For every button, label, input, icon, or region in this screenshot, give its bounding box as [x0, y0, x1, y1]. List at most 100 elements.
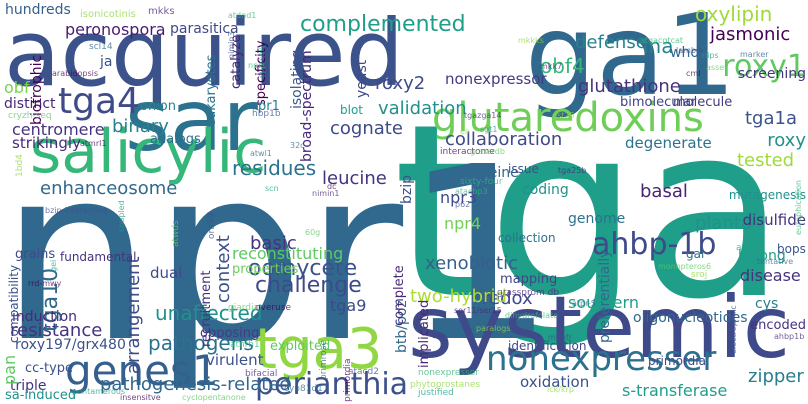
word-roxy: roxy — [767, 130, 806, 151]
word-screening: screening — [737, 66, 806, 82]
minor-word-interactome: interactome — [440, 147, 495, 157]
minor-word-cyclopentanone: cyclopentanone — [182, 393, 246, 402]
word-oligonucleotides: oligonucleotides — [633, 310, 748, 326]
word-pan: pan — [0, 354, 19, 386]
minor-word-gei: gei — [49, 259, 58, 273]
minor-word-scl14: scl14 — [89, 42, 113, 52]
word-hundreds: hundreds — [5, 2, 71, 18]
word-unaffected: unaffected — [155, 301, 263, 325]
word-ga1: ga1 — [525, 0, 736, 121]
word-leucine: leucine — [322, 168, 387, 189]
word-planta: planta — [695, 213, 752, 234]
minor-word-dc: dc — [327, 182, 337, 191]
word-resistance: resistance — [10, 320, 103, 341]
word-sar: sar — [125, 71, 258, 171]
minor-word-grassprom-db: grassprom db — [497, 288, 560, 298]
word-obf4: obf4 — [540, 54, 585, 78]
minor-word-cryzh-seq: cryzh-seq — [8, 111, 52, 121]
minor-word-coupled: coupled — [117, 200, 126, 232]
word-analogs: analogs — [150, 132, 201, 147]
word-xenobiotic: xenobiotic — [425, 253, 518, 274]
word-two-hybrid: two-hybrid — [410, 286, 507, 307]
word-challenge: challenge — [255, 273, 362, 298]
minor-word-mkk7: mkk7 — [540, 62, 563, 71]
word-arrangement: arrangement — [123, 255, 144, 374]
word-binary: binary — [112, 116, 169, 137]
word-perianthia: perianthia — [255, 367, 409, 402]
word-tga3: tga3 — [255, 317, 383, 382]
word-collection: collection — [498, 231, 556, 245]
word-belong: belong — [738, 248, 786, 264]
word-acquired: acquired — [4, 0, 405, 107]
minor-word-arabidopsis: arabidopsis — [52, 69, 99, 78]
minor-word-atwds: atwds — [171, 219, 181, 247]
word-cysteine: cysteine — [460, 165, 519, 181]
word-ina: ina — [643, 34, 674, 58]
word-pr1: pr1 — [258, 99, 280, 114]
word-distinct: distinct — [4, 96, 56, 112]
minor-word-bifacial: bifacial — [245, 369, 278, 379]
minor-word-scn: scn — [265, 184, 279, 193]
word-basal: basal — [640, 181, 688, 202]
word-preferentially: preferentially — [597, 249, 613, 344]
word-reconstituting: reconstituting — [232, 244, 344, 263]
word-ja: ja — [100, 54, 113, 70]
minor-word-nonexpressor: nonexpressor — [418, 368, 479, 378]
word-isolating: isolating — [289, 49, 305, 110]
minor-word-lambia: lambia — [676, 46, 704, 55]
minor-word-nprs: nprs — [248, 61, 266, 70]
minor-word-marker: marker — [740, 50, 769, 59]
minor-word-insensitve: insensitve — [120, 393, 161, 402]
word-enhanceosome: enhanceosome — [40, 178, 178, 199]
word-yeast: yeast — [354, 59, 370, 99]
minor-word-atpr-5: atpr-5 — [572, 299, 596, 308]
minor-word-ahbp1b: ahbp1b — [774, 332, 805, 341]
word-bops: bops — [777, 242, 806, 256]
word-glutathione: glutathione — [578, 76, 681, 97]
word-blot: blot — [340, 103, 363, 117]
word-salicylic: salicylic — [30, 117, 267, 187]
word-cys: cys — [755, 296, 779, 312]
minor-word-nips: nips — [702, 51, 719, 60]
word-jasmonic: jasmonic — [710, 24, 791, 45]
word-collaboration: collaboration — [445, 129, 563, 150]
word-nonexpresser: nonexpresser — [486, 339, 717, 379]
minor-word-en: en — [460, 127, 470, 136]
word-glutaredoxins: glutaredoxins — [432, 95, 704, 141]
minor-word-primrose: primrose — [319, 340, 329, 380]
word-oomycete: oomycete — [248, 256, 358, 281]
word-oxidation: oxidation — [520, 373, 590, 391]
word-triple: triple — [10, 378, 47, 394]
minor-word-gst25: gst25 — [552, 111, 575, 120]
word-cognate: cognate — [330, 118, 403, 139]
word-parasitica: parasitica — [170, 21, 239, 37]
minor-word-primordia: primordia — [343, 358, 353, 402]
minor-word-isonicotinis: isonicotinis — [80, 9, 136, 20]
minor-word-atmrl1: atmrl1 — [80, 139, 107, 148]
minor-word-atgacgtcat: atgacgtcat — [640, 36, 684, 45]
minor-word-bzip-interacting: bzip-interacting — [45, 206, 108, 215]
minor-word-sroj: sroj — [691, 270, 708, 280]
minor-word-mkks: mkks — [148, 6, 175, 17]
word-compatibility: compatibility — [7, 264, 21, 344]
minor-word-atacd2: atacd2 — [348, 367, 379, 377]
minor-word-32c: 32c — [290, 141, 305, 150]
minor-word-60g: 60g — [305, 228, 321, 237]
minor-word-ser11-ser15: ser11/ser15 — [454, 306, 502, 315]
word-genes1: genes1 — [65, 346, 219, 395]
word-npr3: npr3 — [440, 188, 478, 207]
word-grains: grains — [15, 247, 56, 262]
word-coding: coding — [522, 182, 569, 198]
word-opposing: opposing — [200, 326, 260, 341]
minor-word-p62: p62 — [455, 200, 471, 209]
word-disulfide: disulfide — [742, 211, 806, 229]
word-whorl: whorl — [670, 45, 709, 61]
minor-word-giardia: giardia — [228, 303, 259, 313]
minor-word-tentative: tentative — [757, 257, 794, 266]
word-virulent: virulent — [206, 351, 264, 369]
word-nonexpressor: nonexpressor — [445, 70, 547, 88]
word-zipper: zipper — [748, 366, 804, 387]
word-dual: dual — [150, 264, 183, 282]
minor-word-atbp-5: atbp-5 — [736, 243, 766, 253]
